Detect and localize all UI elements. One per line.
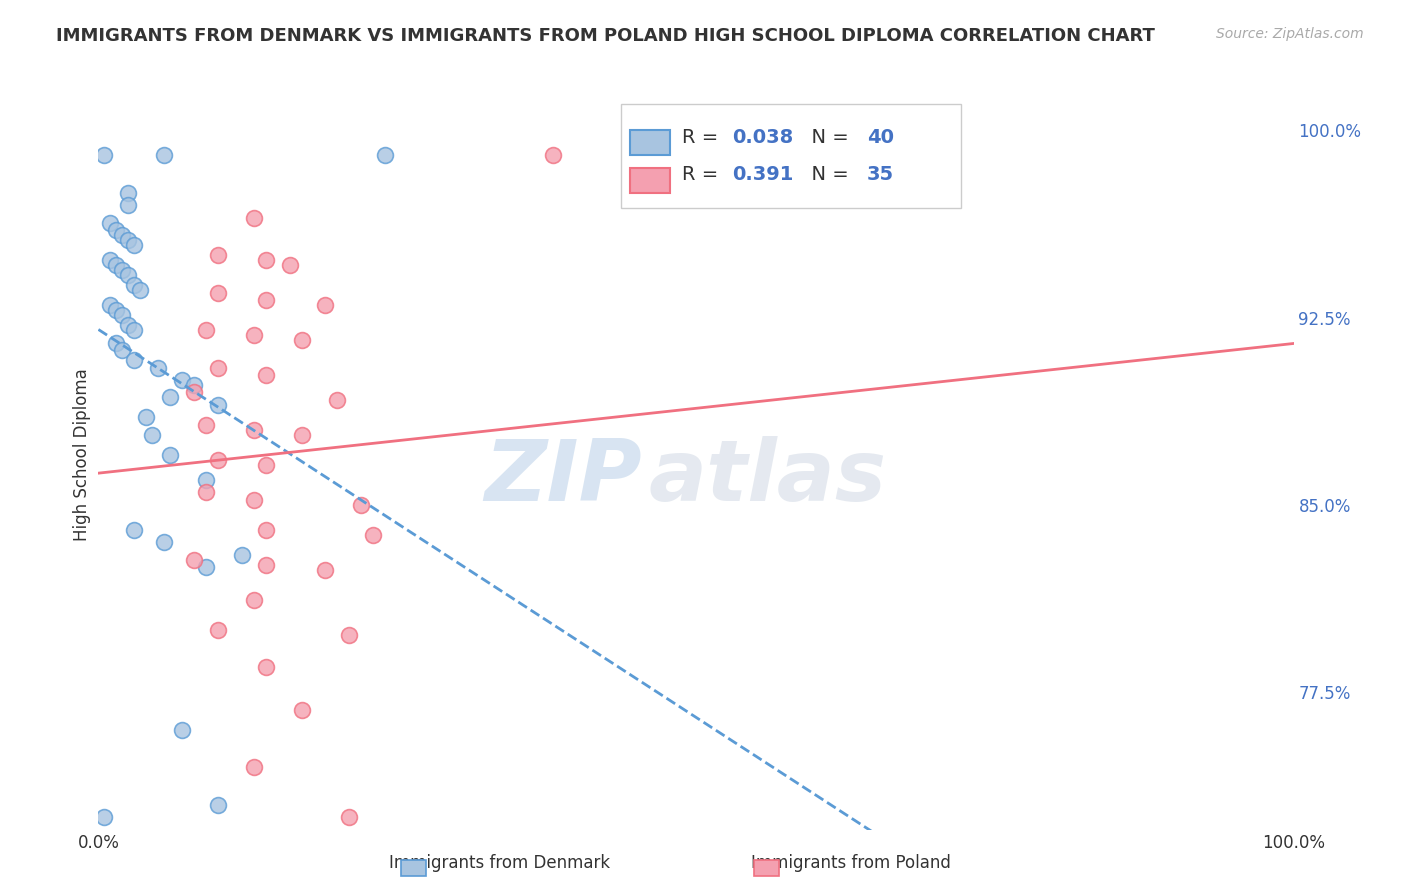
Text: ZIP: ZIP [485, 436, 643, 519]
Point [105, 258, 128, 272]
Point [254, 558, 277, 572]
Point [98, 298, 122, 312]
Point [243, 492, 266, 507]
Point [207, 285, 229, 300]
Point [153, 535, 176, 549]
Point [315, 563, 337, 577]
Point [172, 723, 194, 737]
FancyBboxPatch shape [620, 104, 962, 208]
Point [278, 258, 301, 272]
Point [231, 548, 253, 562]
Point [207, 453, 229, 467]
Point [153, 148, 176, 162]
FancyBboxPatch shape [630, 168, 669, 193]
Point [195, 473, 218, 487]
Text: R =: R = [682, 128, 724, 146]
Point [183, 378, 205, 392]
Point [124, 238, 146, 252]
Point [117, 318, 139, 332]
Text: Source: ZipAtlas.com: Source: ZipAtlas.com [1216, 27, 1364, 41]
Text: 0.391: 0.391 [733, 165, 793, 184]
Point [374, 148, 396, 162]
Point [339, 810, 361, 824]
Point [135, 410, 157, 425]
Point [195, 560, 218, 574]
Point [93, 148, 115, 162]
Point [254, 660, 277, 674]
Point [183, 553, 205, 567]
Point [129, 283, 152, 297]
Point [105, 303, 128, 318]
Point [111, 263, 134, 277]
Point [541, 148, 564, 162]
Point [111, 308, 134, 322]
Point [124, 353, 146, 368]
Point [159, 391, 181, 405]
Point [105, 223, 128, 237]
Point [105, 335, 128, 350]
Point [363, 528, 385, 542]
Point [159, 448, 181, 462]
Point [117, 233, 139, 247]
Point [117, 198, 139, 212]
Point [207, 623, 229, 637]
Point [291, 703, 314, 717]
Text: N =: N = [799, 165, 855, 184]
Text: R =: R = [682, 165, 724, 184]
Text: 0.038: 0.038 [733, 128, 793, 146]
Point [254, 523, 277, 537]
Point [111, 228, 134, 243]
Point [243, 328, 266, 343]
Text: N =: N = [799, 128, 855, 146]
Point [254, 368, 277, 382]
FancyBboxPatch shape [630, 130, 669, 155]
Point [291, 428, 314, 442]
Text: atlas: atlas [648, 436, 886, 519]
Text: 40: 40 [868, 128, 894, 146]
Point [172, 373, 194, 387]
Y-axis label: High School Diploma: High School Diploma [73, 368, 91, 541]
Point [243, 423, 266, 437]
Point [195, 417, 218, 432]
Point [195, 485, 218, 500]
Point [207, 398, 229, 412]
Point [291, 333, 314, 347]
Text: Immigrants from Poland: Immigrants from Poland [751, 855, 950, 872]
Point [243, 211, 266, 225]
Point [117, 268, 139, 282]
Point [254, 458, 277, 472]
Point [326, 392, 349, 407]
Text: Immigrants from Denmark: Immigrants from Denmark [388, 855, 610, 872]
Point [195, 323, 218, 337]
Point [315, 298, 337, 312]
Point [98, 253, 122, 268]
Point [243, 592, 266, 607]
Point [98, 216, 122, 230]
Point [207, 797, 229, 812]
Point [124, 278, 146, 293]
Point [117, 186, 139, 200]
Text: IMMIGRANTS FROM DENMARK VS IMMIGRANTS FROM POLAND HIGH SCHOOL DIPLOMA CORRELATIO: IMMIGRANTS FROM DENMARK VS IMMIGRANTS FR… [56, 27, 1156, 45]
Point [207, 248, 229, 262]
Point [148, 360, 170, 375]
Point [111, 343, 134, 357]
Point [254, 293, 277, 307]
Point [183, 385, 205, 400]
Point [254, 253, 277, 268]
Point [124, 523, 146, 537]
Text: 35: 35 [868, 165, 894, 184]
Point [141, 428, 163, 442]
Point [243, 760, 266, 774]
Point [339, 628, 361, 642]
Point [124, 323, 146, 337]
Point [207, 360, 229, 375]
Point [93, 810, 115, 824]
Point [350, 498, 373, 512]
